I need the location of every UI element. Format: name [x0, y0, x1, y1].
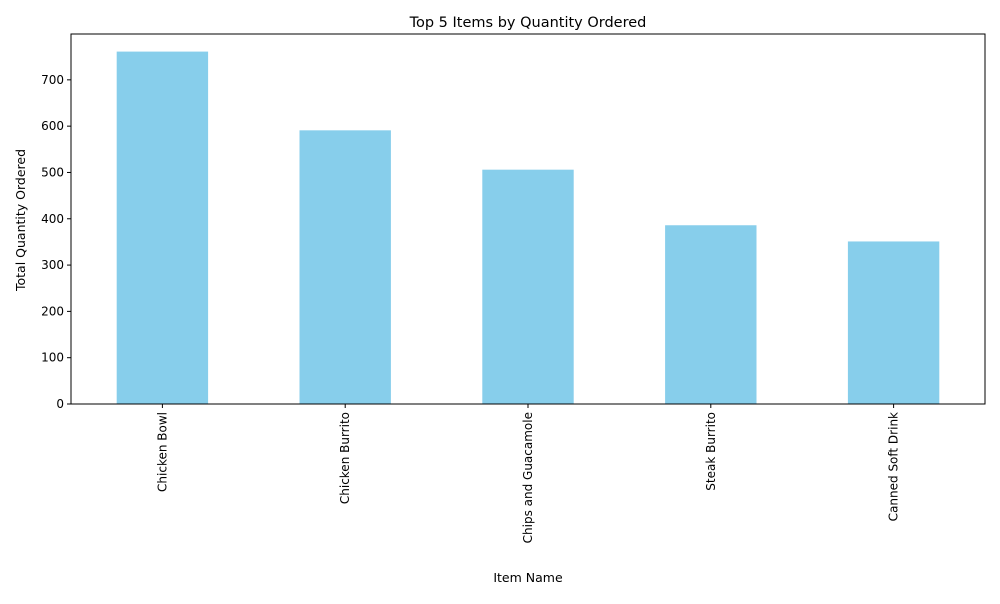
y-tick-label-0: 0 — [56, 397, 64, 411]
y-tick-label-1: 100 — [41, 351, 64, 365]
x-axis-label: Item Name — [493, 570, 563, 585]
y-tick-label-4: 400 — [41, 212, 64, 226]
x-tick-label-3: Steak Burrito — [704, 412, 718, 491]
plot-frame — [70, 33, 986, 405]
y-axis: 0 100 200 300 400 500 600 700 — [41, 73, 71, 411]
bar-1 — [299, 130, 391, 404]
bar-2 — [482, 169, 574, 404]
y-axis-label: Total Quantity Ordered — [13, 149, 28, 292]
y-tick-label-7: 700 — [41, 73, 64, 87]
y-tick-label-2: 200 — [41, 304, 64, 318]
bars-layer — [116, 51, 940, 405]
x-tick-label-0: Chicken Bowl — [155, 412, 169, 492]
y-tick-label-6: 600 — [41, 119, 64, 133]
bar-3 — [665, 225, 757, 404]
y-tick-label-3: 300 — [41, 258, 64, 272]
x-axis: Chicken Bowl Chicken Burrito Chips and Gua… — [155, 404, 901, 543]
y-tick-label-5: 500 — [41, 165, 64, 179]
bar-0 — [116, 51, 209, 405]
chart-title: Top 5 Items by Quantity Ordered — [409, 15, 647, 31]
x-tick-label-2: Chips and Guacamole — [521, 412, 535, 543]
x-tick-label-4: Canned Soft Drink — [887, 412, 901, 521]
x-tick-label-1: Chicken Burrito — [338, 412, 352, 504]
bar-4 — [847, 241, 940, 404]
